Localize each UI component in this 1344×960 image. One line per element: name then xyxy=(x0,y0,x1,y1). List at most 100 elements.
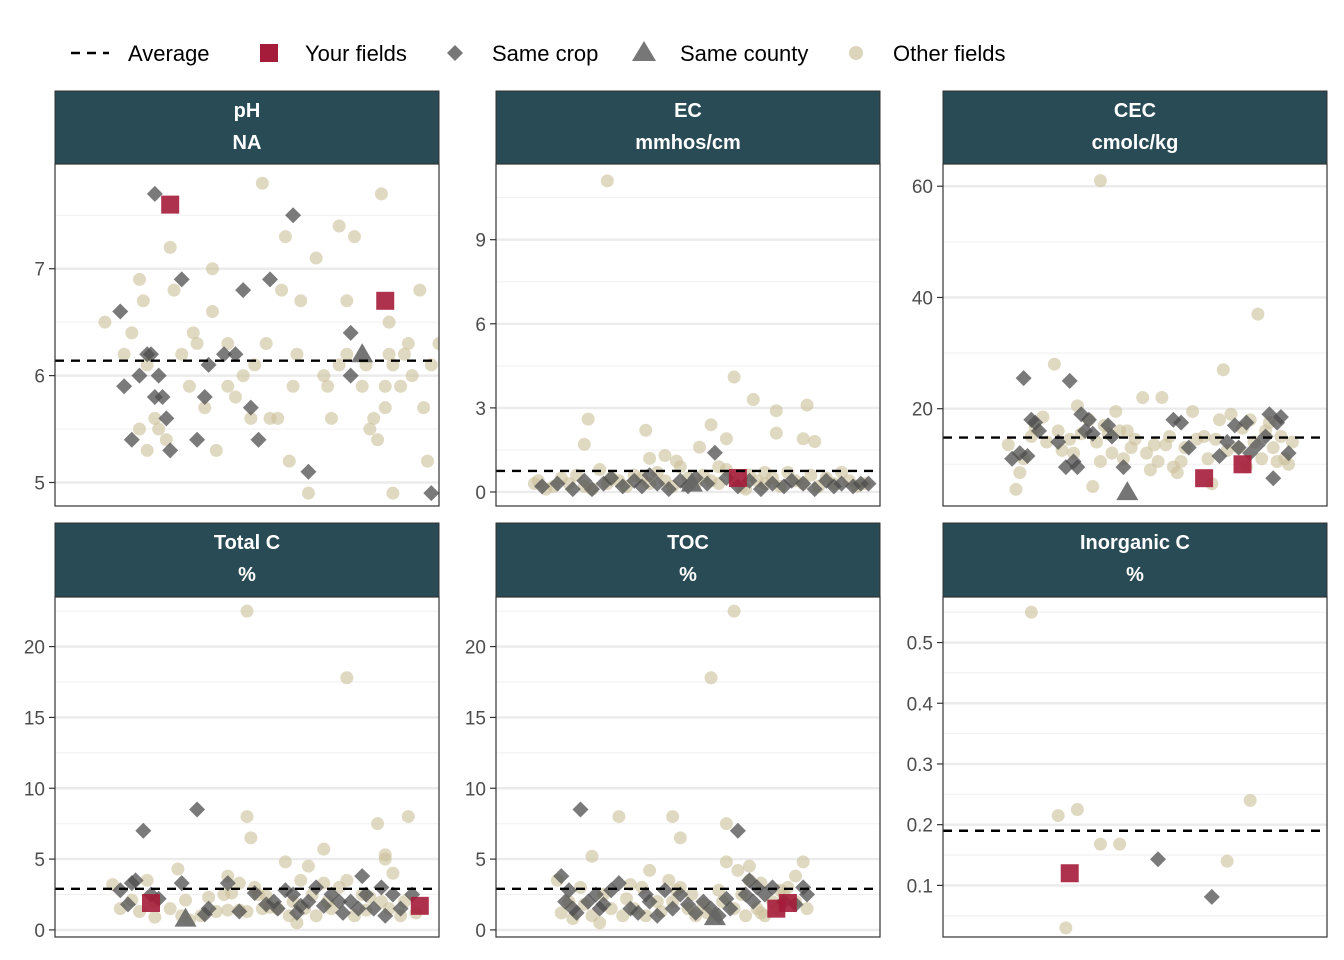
data-points xyxy=(550,604,816,930)
point-same-crop xyxy=(154,388,171,405)
point-same-crop xyxy=(1019,447,1036,464)
point-other-field xyxy=(1093,174,1107,188)
y-tick-label: 6 xyxy=(475,315,486,336)
point-other-field xyxy=(1109,404,1123,418)
point-other-field xyxy=(731,863,745,877)
point-same-crop xyxy=(1272,409,1289,426)
point-other-field xyxy=(275,283,289,297)
point-other-field xyxy=(301,859,315,873)
point-same-crop xyxy=(752,481,769,498)
y-tick-label: 15 xyxy=(24,708,45,729)
point-other-field xyxy=(1093,455,1107,469)
facet-strip xyxy=(942,522,1328,598)
point-same-crop xyxy=(603,469,620,486)
point-other-field xyxy=(712,883,726,897)
point-other-field xyxy=(704,671,718,685)
gridlines xyxy=(496,197,880,494)
point-other-field xyxy=(205,304,219,318)
gridlines xyxy=(496,610,880,932)
y-tick-label: 20 xyxy=(24,638,45,659)
point-other-field xyxy=(769,404,783,418)
point-other-field xyxy=(666,810,680,824)
point-other-field xyxy=(800,398,814,412)
point-other-field xyxy=(1067,446,1081,460)
point-other-field xyxy=(1070,803,1084,816)
point-same-crop xyxy=(614,478,631,495)
point-same-crop xyxy=(189,431,206,448)
y-tick-label: 10 xyxy=(465,779,486,800)
point-other-field xyxy=(163,240,177,254)
panel-ec: EC mmhos/cm 0 3 6 9 xyxy=(475,90,881,507)
point-other-field xyxy=(746,392,760,406)
data-points xyxy=(106,604,429,930)
point-other-field xyxy=(739,909,753,923)
point-other-field xyxy=(278,230,292,244)
point-same-crop xyxy=(641,893,658,910)
point-same-crop xyxy=(1015,370,1032,387)
point-same-crop xyxy=(1280,445,1297,462)
point-other-field xyxy=(1047,357,1061,371)
point-same-crop xyxy=(315,897,332,914)
point-same-crop xyxy=(158,410,175,427)
point-other-field xyxy=(397,347,411,361)
panel-ph: pH NA 5 6 7 xyxy=(34,90,440,507)
legend-label: Your fields xyxy=(305,41,407,66)
point-other-field xyxy=(236,369,250,383)
point-other-field xyxy=(221,903,235,917)
point-same-crop xyxy=(116,378,133,395)
data-points xyxy=(98,176,439,502)
point-other-field xyxy=(401,810,415,824)
point-other-field xyxy=(1201,452,1215,466)
point-other-field xyxy=(835,465,849,479)
point-same-crop xyxy=(656,882,673,899)
point-same-crop xyxy=(219,875,236,892)
point-same-crop xyxy=(1069,459,1086,476)
point-other-field xyxy=(348,230,362,244)
facet-title: EC xyxy=(674,100,702,122)
point-other-field xyxy=(140,873,154,887)
point-same-crop xyxy=(1115,459,1132,476)
point-same-crop xyxy=(365,900,382,917)
point-other-field xyxy=(382,315,396,329)
point-same-crop xyxy=(358,886,375,903)
point-same-crop xyxy=(146,185,163,202)
facet-unit: NA xyxy=(233,132,262,154)
point-other-field xyxy=(394,379,408,393)
point-other-field xyxy=(244,411,258,425)
point-same-crop xyxy=(630,904,647,921)
point-your-field xyxy=(410,896,429,915)
point-other-field xyxy=(317,842,331,856)
point-other-field xyxy=(727,604,741,618)
y-tick-label: 60 xyxy=(912,177,933,198)
y-tick-label: 0.2 xyxy=(907,816,933,837)
facet-unit: cmolc/kg xyxy=(1092,132,1179,154)
point-other-field xyxy=(796,432,810,446)
point-same-crop xyxy=(610,875,627,892)
point-other-field xyxy=(639,423,653,437)
point-other-field xyxy=(378,379,392,393)
point-same-crop xyxy=(350,900,367,917)
point-other-field xyxy=(593,916,607,930)
point-same-crop xyxy=(672,886,689,903)
legend-key-crop xyxy=(447,45,463,61)
point-other-field xyxy=(1001,438,1015,452)
point-same-crop xyxy=(373,879,390,896)
panel-border xyxy=(495,163,881,507)
point-other-field xyxy=(290,916,304,930)
point-other-field xyxy=(1220,854,1234,868)
y-tick-label: 20 xyxy=(912,400,933,421)
point-same-crop xyxy=(783,472,800,489)
point-other-field xyxy=(1212,413,1226,427)
panel-border xyxy=(942,163,1328,507)
point-other-field xyxy=(1113,837,1127,851)
point-same-crop xyxy=(423,485,439,502)
point-other-field xyxy=(125,326,139,340)
y-tick-label: 15 xyxy=(465,708,486,729)
point-same-crop xyxy=(553,868,570,885)
facet-strip xyxy=(495,522,881,598)
point-same-crop xyxy=(1226,417,1243,434)
point-other-field xyxy=(340,294,354,308)
legend-item-crop: Same crop xyxy=(447,41,598,66)
point-other-field xyxy=(309,251,323,265)
point-same-crop xyxy=(112,882,129,899)
